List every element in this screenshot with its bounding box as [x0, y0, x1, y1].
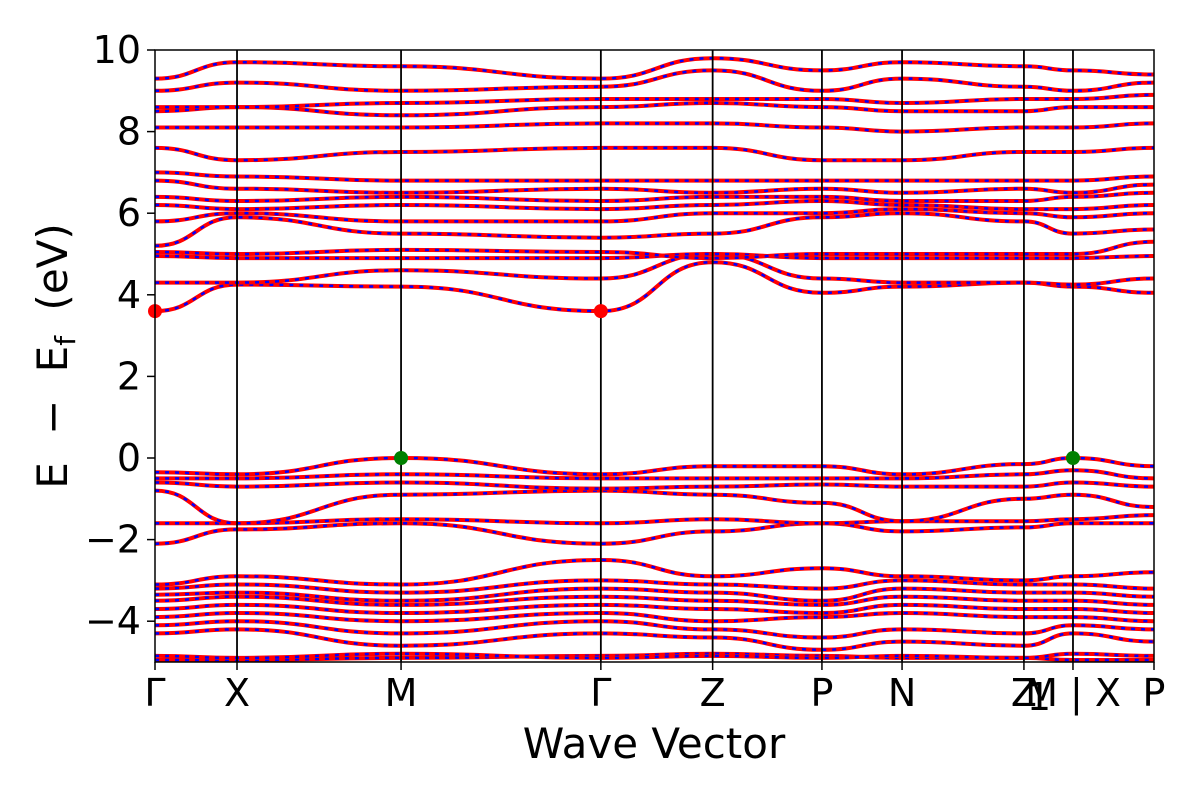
band-down-14 [155, 468, 1154, 480]
band-down-2 [155, 628, 1154, 652]
x-tick-label-1: X [224, 671, 250, 715]
band-down-6 [155, 595, 1154, 607]
band-down-23 [155, 191, 1154, 203]
band-down-15 [155, 456, 1154, 476]
band-down-11 [155, 513, 1154, 525]
band-down-13 [155, 481, 1154, 490]
x-tick-label-7: Z [1011, 671, 1037, 715]
x-tick-label-8: M | X [1025, 671, 1121, 716]
x-axis-title: Wave Vector [523, 719, 786, 768]
y-axis-title-ef: E [28, 346, 77, 373]
band-down-25 [155, 171, 1154, 182]
y-axis-title: E − Ef (eV) [28, 223, 85, 489]
band-down-18 [155, 252, 1154, 260]
band-down-24 [155, 179, 1154, 195]
band-down-28 [155, 101, 1154, 117]
band-down-31 [155, 56, 1154, 80]
y-axis-title-ef-sub: f [49, 335, 82, 346]
x-tick-label-9: P [1143, 671, 1166, 715]
band-down-19 [155, 240, 1154, 260]
band-down-26 [155, 146, 1154, 162]
band-down-8 [155, 579, 1154, 594]
y-axis-title-unit: (eV) [28, 223, 77, 310]
band-down-30 [155, 69, 1154, 93]
band-down-7 [155, 587, 1154, 603]
plot-background [155, 50, 1154, 662]
band-down-27 [155, 122, 1154, 133]
y-tick-label-4: 4 [117, 273, 141, 317]
x-tick-label-0: Γ [144, 671, 165, 715]
band-down-21 [155, 207, 1154, 223]
x-ticks-layer: Γ X M Γ Z P N ZM | X P1 [144, 662, 1165, 719]
y-tick-label-0: −4 [85, 599, 141, 643]
x-tick-label-2: M [385, 671, 418, 715]
x-tick-label-5: P [810, 671, 833, 715]
y-tick-label-7: 10 [93, 28, 141, 72]
svg-text:E − Ef (eV): E − Ef (eV) [28, 223, 85, 489]
y-tick-label-6: 8 [117, 110, 141, 154]
band-down-4 [155, 611, 1154, 623]
x-tick-label-4: Z [700, 671, 726, 715]
band-down-5 [155, 603, 1154, 615]
band-down-20 [155, 211, 1154, 248]
band-down-29 [155, 93, 1154, 109]
kpoint-lines-layer [236, 50, 1074, 662]
y-tick-label-3: 2 [117, 354, 141, 398]
plot-frame [154, 49, 1155, 663]
x-tick-label-6: N [888, 671, 916, 715]
y-tick-label-5: 6 [117, 191, 141, 235]
extremum-marker-vbm-2 [394, 451, 409, 465]
y-axis-title-minus: − [28, 400, 77, 435]
y-tick-label-1: −2 [85, 518, 141, 562]
y-ticks-layer: −4 −2 0 2 4 6 8 10 [85, 28, 155, 643]
x-tick-label-3: Γ [590, 671, 611, 715]
y-axis-title-e: E [28, 462, 77, 489]
y-tick-label-2: 0 [117, 436, 141, 480]
extremum-marker-vbm-3 [1065, 451, 1080, 465]
band-down-22 [155, 199, 1154, 211]
band-down-3 [155, 619, 1154, 639]
band-down-1 [155, 652, 1154, 660]
band-down-12 [155, 489, 1154, 525]
extremum-marker-cbm-1 [593, 304, 608, 319]
x-extra-label-0: 1 [1027, 675, 1051, 719]
